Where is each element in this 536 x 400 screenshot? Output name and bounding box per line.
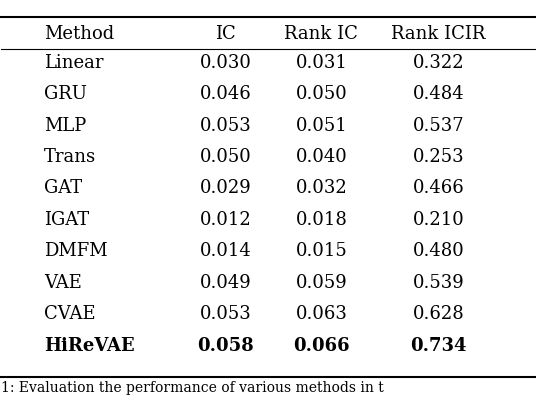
Text: 0.032: 0.032: [295, 180, 347, 198]
Text: 0.628: 0.628: [413, 305, 465, 323]
Text: 0.040: 0.040: [295, 148, 347, 166]
Text: 0.031: 0.031: [295, 54, 347, 72]
Text: 0.053: 0.053: [199, 116, 251, 134]
Text: 1: Evaluation the performance of various methods in t: 1: Evaluation the performance of various…: [2, 381, 384, 395]
Text: 0.059: 0.059: [295, 274, 347, 292]
Text: Rank IC: Rank IC: [285, 25, 358, 43]
Text: 0.322: 0.322: [413, 54, 464, 72]
Text: 0.063: 0.063: [295, 305, 347, 323]
Text: 0.014: 0.014: [199, 242, 251, 260]
Text: 0.030: 0.030: [199, 54, 251, 72]
Text: Method: Method: [44, 25, 114, 43]
Text: HiReVAE: HiReVAE: [44, 337, 135, 355]
Text: Trans: Trans: [44, 148, 96, 166]
Text: 0.066: 0.066: [293, 337, 349, 355]
Text: 0.484: 0.484: [413, 85, 464, 103]
Text: 0.015: 0.015: [295, 242, 347, 260]
Text: 0.734: 0.734: [411, 337, 467, 355]
Text: VAE: VAE: [44, 274, 82, 292]
Text: 0.012: 0.012: [199, 211, 251, 229]
Text: 0.018: 0.018: [295, 211, 347, 229]
Text: Linear: Linear: [44, 54, 103, 72]
Text: IC: IC: [215, 25, 236, 43]
Text: CVAE: CVAE: [44, 305, 95, 323]
Text: 0.053: 0.053: [199, 305, 251, 323]
Text: 0.058: 0.058: [197, 337, 254, 355]
Text: 0.253: 0.253: [413, 148, 464, 166]
Text: 0.539: 0.539: [413, 274, 465, 292]
Text: 0.050: 0.050: [295, 85, 347, 103]
Text: 0.537: 0.537: [413, 116, 464, 134]
Text: GAT: GAT: [44, 180, 82, 198]
Text: 0.029: 0.029: [199, 180, 251, 198]
Text: 0.480: 0.480: [413, 242, 465, 260]
Text: 0.046: 0.046: [199, 85, 251, 103]
Text: 0.466: 0.466: [413, 180, 465, 198]
Text: MLP: MLP: [44, 116, 86, 134]
Text: IGAT: IGAT: [44, 211, 89, 229]
Text: 0.049: 0.049: [199, 274, 251, 292]
Text: 0.051: 0.051: [295, 116, 347, 134]
Text: DMFM: DMFM: [44, 242, 108, 260]
Text: GRU: GRU: [44, 85, 87, 103]
Text: 0.210: 0.210: [413, 211, 465, 229]
Text: Rank ICIR: Rank ICIR: [391, 25, 486, 43]
Text: 0.050: 0.050: [199, 148, 251, 166]
